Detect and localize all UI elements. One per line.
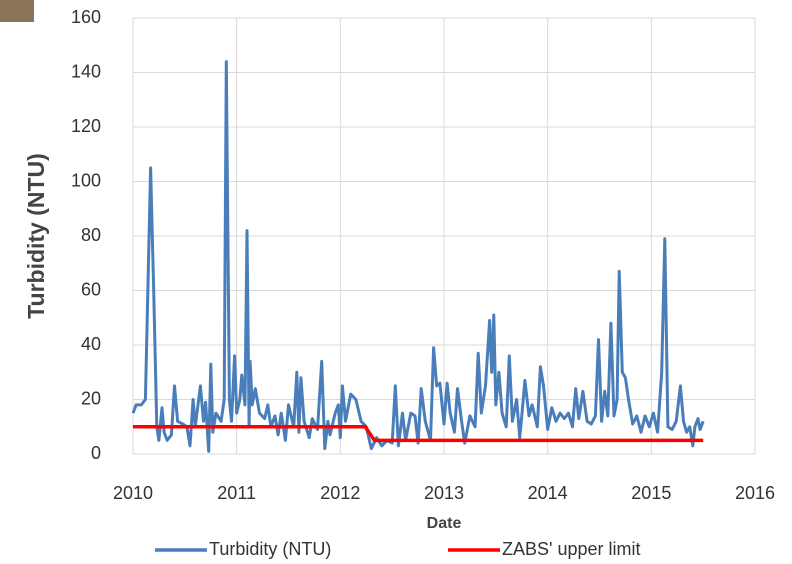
x-tick-label: 2014 bbox=[528, 483, 568, 503]
y-tick-label: 80 bbox=[81, 225, 101, 245]
x-tick-label: 2012 bbox=[320, 483, 360, 503]
plot bbox=[133, 62, 703, 452]
x-tick-label: 2015 bbox=[631, 483, 671, 503]
x-axis-label: Date bbox=[427, 515, 462, 532]
y-tick-label: 100 bbox=[71, 170, 101, 190]
y-tick-label: 60 bbox=[81, 279, 101, 299]
x-tick-label: 2010 bbox=[113, 483, 153, 503]
y-tick-label: 0 bbox=[91, 443, 101, 463]
chart: 0 20 40 60 80 100 120 140 160 2010 2011 2012 2013 201… bbox=[0, 0, 792, 564]
legend: Turbidity (NTU) ZABS' upper limit bbox=[155, 539, 640, 559]
series-line bbox=[133, 62, 703, 452]
legend-label: Turbidity (NTU) bbox=[209, 539, 331, 559]
page: {"chart_data": {"type": "line", "x_label… bbox=[0, 0, 792, 564]
y-tick-label: 120 bbox=[71, 116, 101, 136]
legend-label: ZABS' upper limit bbox=[502, 539, 640, 559]
x-tick-label: 2016 bbox=[735, 483, 775, 503]
y-tick-label: 20 bbox=[81, 388, 101, 408]
photo-fragment bbox=[0, 0, 34, 22]
y-tick-label: 140 bbox=[71, 61, 101, 81]
x-tick-label: 2011 bbox=[217, 483, 256, 503]
y-axis-label: Turbidity (NTU) bbox=[23, 153, 49, 319]
y-tick-label: 40 bbox=[81, 334, 101, 354]
x-tick-label: 2013 bbox=[424, 483, 464, 503]
y-tick-label: 160 bbox=[71, 7, 101, 27]
